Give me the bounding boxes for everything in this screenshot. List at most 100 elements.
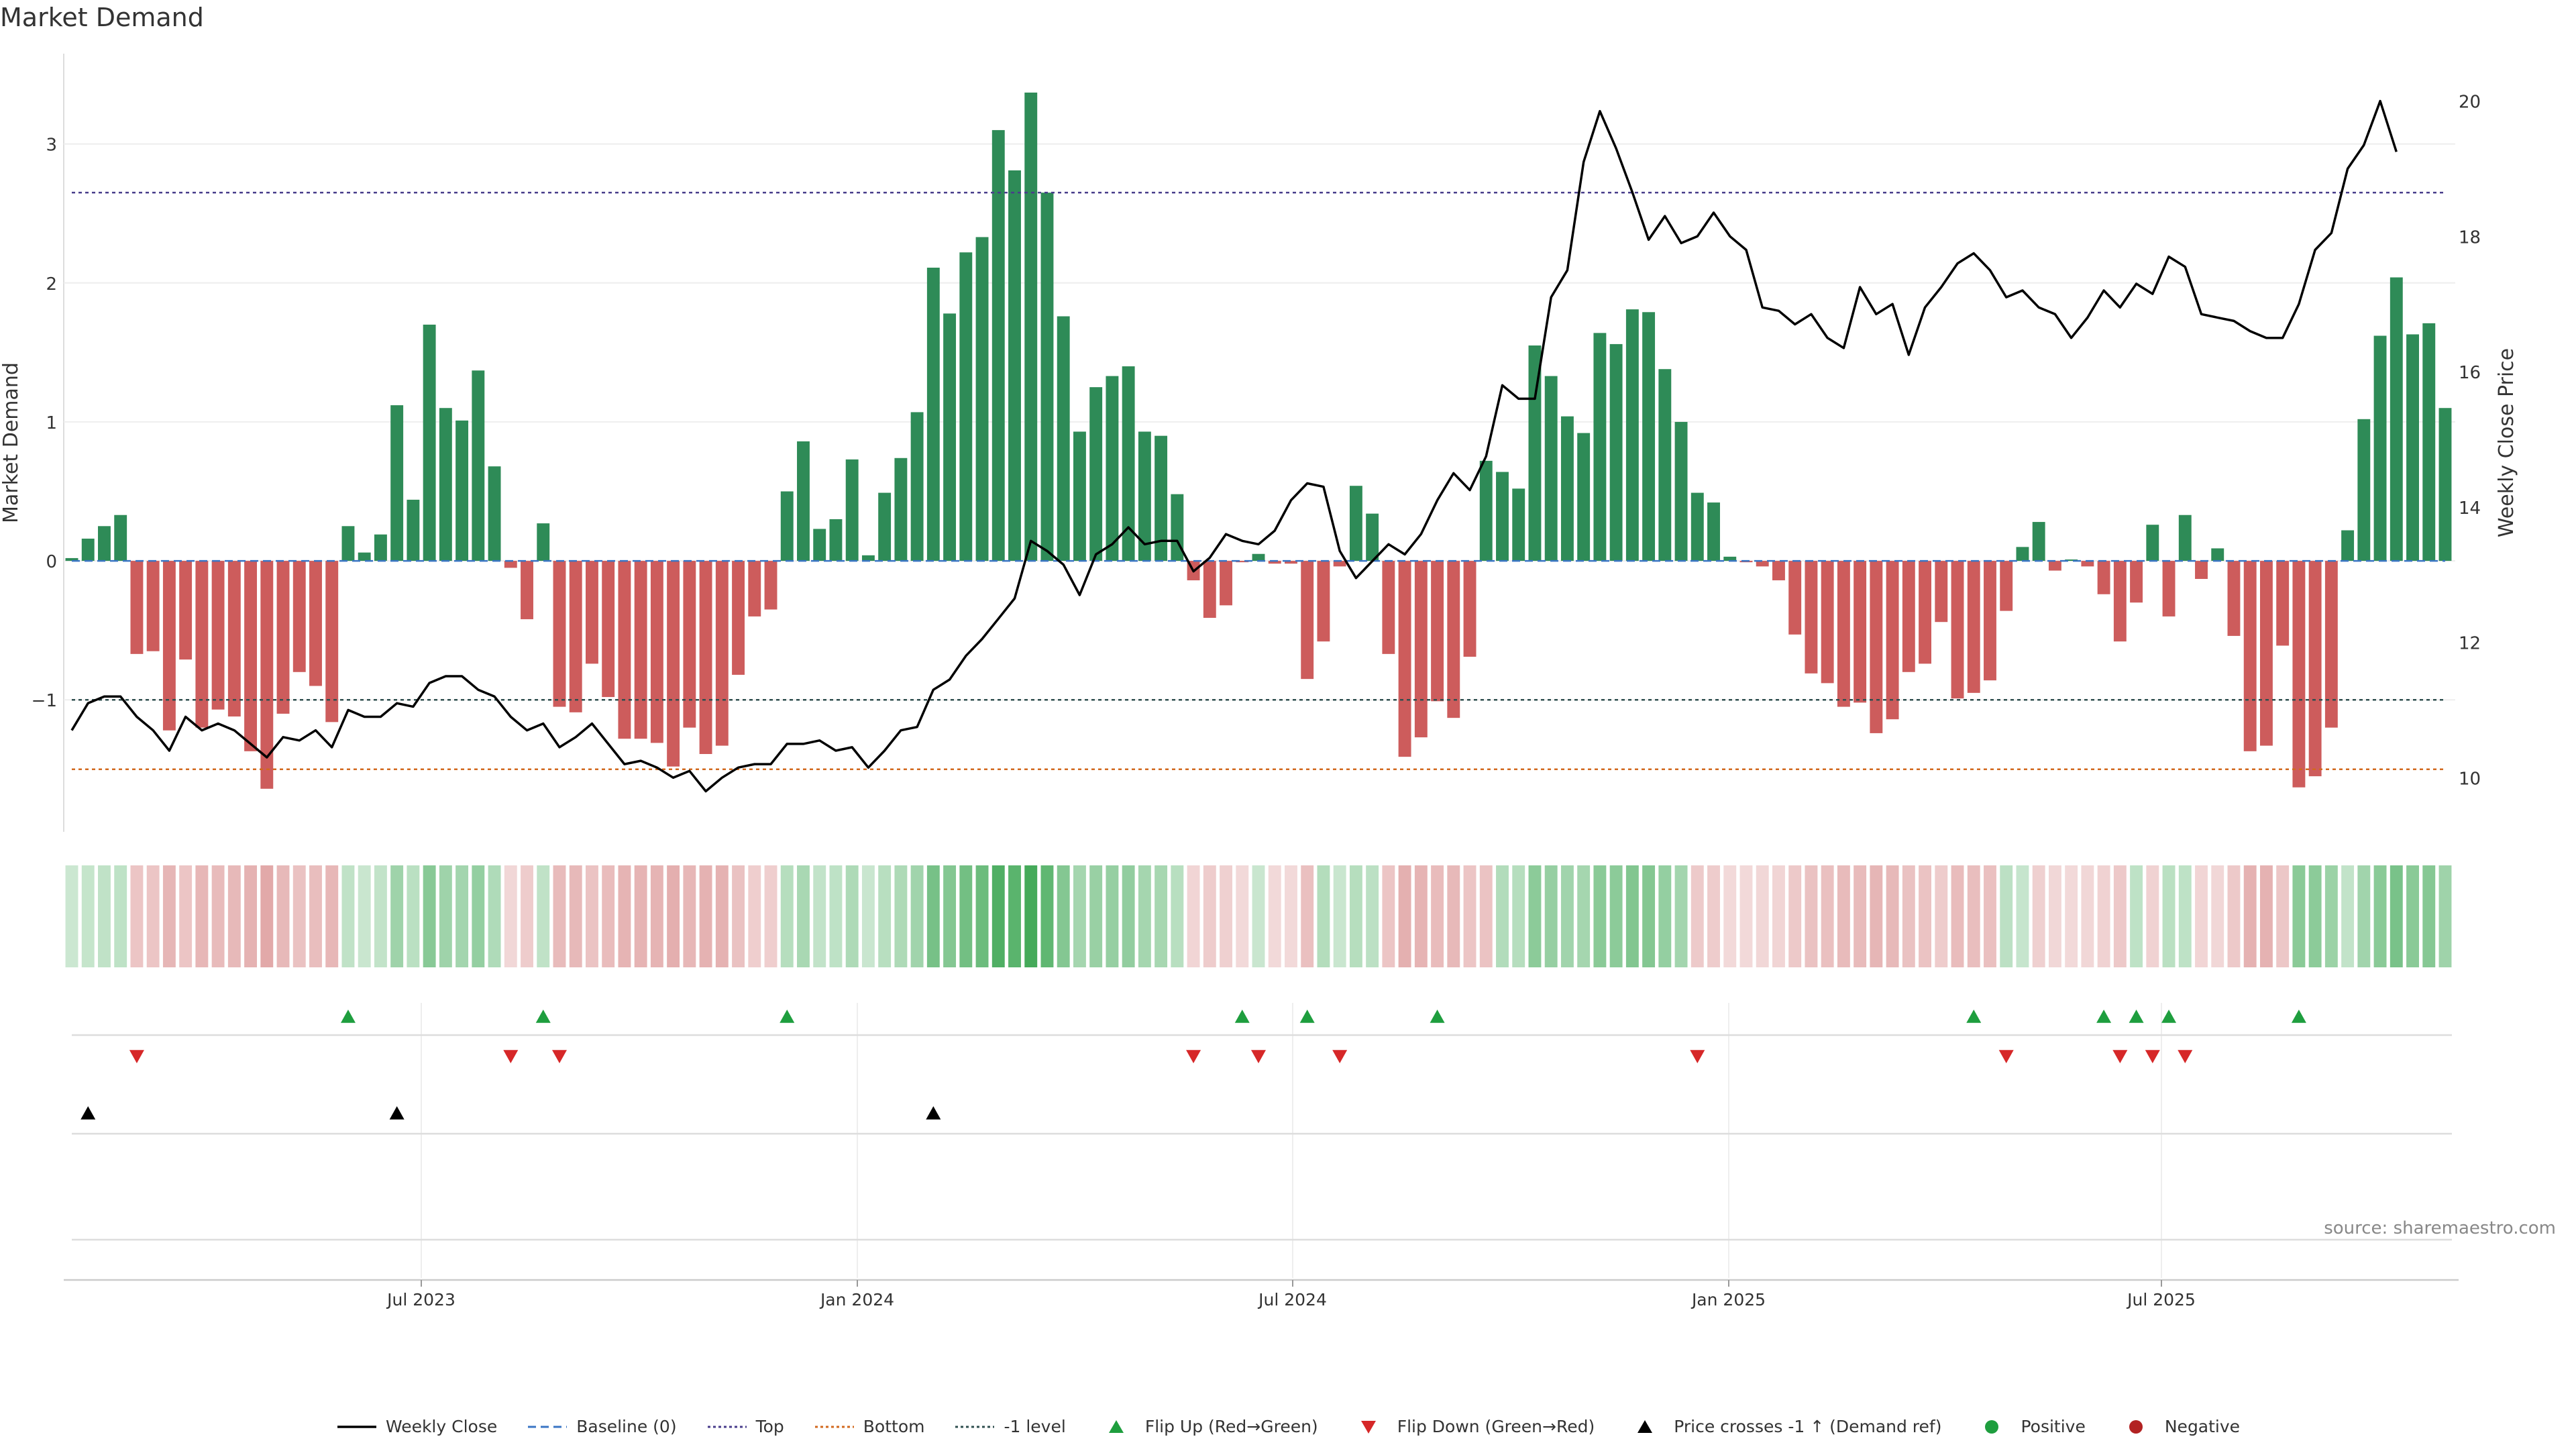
trend-strip-cell [861,865,875,967]
flip-up-marker [340,1010,356,1023]
demand-bar [1252,553,1265,561]
legend-label: Top [755,1417,784,1436]
trend-strip-cell [1057,865,1070,967]
x-tick-label: Jul 2025 [2126,1290,2196,1309]
demand-bar [732,561,745,675]
trend-strip-cell [894,865,908,967]
trend-strip-cell [553,865,566,967]
demand-bar [1268,561,1281,564]
trend-strip-cell [2032,865,2045,967]
flip-down-marker [503,1050,519,1063]
trend-strip-cell [1024,865,1038,967]
demand-bar [2373,335,2387,561]
demand-bar [878,492,892,561]
trend-strip-cell [2178,865,2192,967]
y-tick-label: 2 [46,274,57,294]
trend-strip-cell [1431,865,1444,967]
legend-item: Price crosses -1 ↑ (Demand ref) [1624,1417,1941,1436]
flip-up-marker [1299,1010,1315,1023]
demand-bar [1707,502,1720,561]
trend-strip-cell [1122,865,1135,967]
demand-bar [2357,419,2371,561]
demand-bar [1285,561,1297,564]
demand-bar [667,561,680,767]
trend-strip-cell [1203,865,1216,967]
trend-strip-cell [2373,865,2387,967]
trend-strip-cell [1073,865,1086,967]
trend-strip-cell [1252,865,1265,967]
legend-symbol [1348,1418,1389,1436]
trend-strip-cell [423,865,436,967]
demand-bar [1854,561,1867,703]
trend-strip-cell [1886,865,1899,967]
y-tick-label: 1 [46,413,57,433]
trend-strip-cell [943,865,957,967]
chart-title: Market Demand [0,3,204,32]
demand-bar [569,561,582,712]
demand-bar [2227,561,2241,636]
trend-strip-cell [813,865,826,967]
demand-bar [1951,561,1964,699]
trend-strip-cell [2259,865,2273,967]
trend-strip-cell [2438,865,2452,967]
trend-strip-cell [1642,865,1656,967]
trend-strip-cell [1496,865,1509,967]
demand-bar [1366,513,1379,561]
trend-strip-cell [1854,865,1867,967]
legend-label: Price crosses -1 ↑ (Demand ref) [1674,1417,1942,1436]
trend-strip-cell [1593,865,1607,967]
demand-bar [276,561,290,714]
demand-bar [2000,561,2013,611]
x-tick-label: Jan 2025 [1690,1290,1766,1309]
demand-bar [211,561,225,710]
trend-strip-cell [2324,865,2338,967]
demand-bar [1642,312,1656,561]
trend-strip-cell [2211,865,2224,967]
y-axis-label: Market Demand [0,362,23,523]
trend-strip-cell [1236,865,1249,967]
trend-strip-cell [1463,865,1477,967]
trend-strip-cell [1658,865,1672,967]
demand-bar [2406,334,2419,561]
demand-bar [2308,561,2322,777]
demand-bar [1658,369,1672,561]
trend-strip-cell [1285,865,1297,967]
trend-strip-cell [341,865,355,967]
demand-bar [683,561,696,728]
trend-strip-cell [195,865,209,967]
legend-label: -1 level [1004,1417,1066,1436]
demand-bar [618,561,631,739]
demand-bar [650,561,663,743]
trend-strip-cell [2162,865,2176,967]
trend-strip-cell [1772,865,1785,967]
trend-strip-cell [1707,865,1720,967]
demand-bar [2130,561,2143,603]
demand-bar [2259,561,2273,746]
trend-strip-cell [114,865,127,967]
trend-strip-cell [602,865,615,967]
demand-bar [2032,522,2045,561]
trend-strip-cell [991,865,1005,967]
demand-bar [1837,561,1850,707]
demand-bar [2324,561,2338,728]
trend-strip-cell [455,865,469,967]
trend-strip-cell [1951,865,1964,967]
demand-bar [1317,561,1330,642]
y-tick-label: 3 [46,136,57,156]
demand-bar [748,561,761,616]
demand-bar [2292,561,2306,788]
demand-bar [407,499,420,561]
demand-bar [1301,561,1314,680]
demand-bar [146,561,160,651]
trend-strip-cell [390,865,404,967]
trend-strip-cell [276,865,290,967]
y-tick-label: −1 [32,691,57,711]
demand-bar [2048,561,2061,571]
trend-strip-cell [1528,865,1542,967]
trend-strip-cell [325,865,339,967]
demand-bar [81,538,95,561]
legend-label: Weekly Close [385,1417,498,1436]
flip-up-marker [2129,1010,2144,1023]
demand-bar [341,526,355,561]
trend-strip-cell [2065,865,2078,967]
